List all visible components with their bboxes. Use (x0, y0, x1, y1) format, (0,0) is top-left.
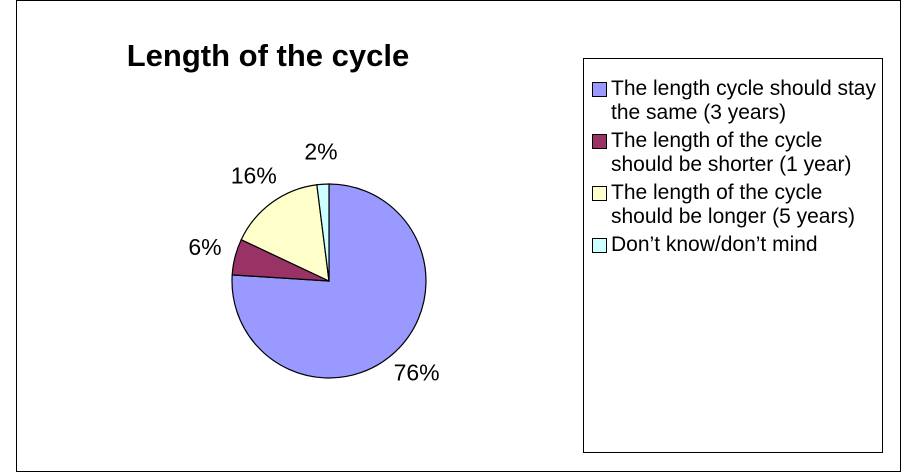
legend-swatch (592, 134, 607, 149)
data-label: 16% (231, 163, 277, 189)
legend-label: The length cycle should stay the same (3… (611, 77, 876, 124)
legend-swatch (592, 238, 607, 253)
chart-frame (16, 0, 901, 472)
legend-swatch (592, 82, 607, 97)
legend-label: Don’t know/don’t mind (611, 233, 818, 256)
data-label: 6% (188, 234, 221, 260)
legend-label: The length of the cycle should be longer… (611, 181, 855, 228)
legend-label: The length of the cycle should be shorte… (611, 129, 852, 176)
pie-slice (316, 183, 330, 282)
legend: The length cycle should stay the same (3… (583, 58, 883, 453)
data-label: 2% (304, 138, 337, 164)
legend-item: Don’t know/don’t mind (592, 233, 876, 257)
legend-swatch (592, 186, 607, 201)
legend-item: The length of the cycle should be shorte… (592, 129, 876, 177)
pie-slice (240, 184, 330, 283)
data-label: 76% (394, 359, 440, 385)
chart-title: Length of the cycle (127, 38, 409, 73)
pie-slice (231, 183, 427, 379)
legend-item: The length cycle should stay the same (3… (592, 77, 876, 125)
legend-item: The length of the cycle should be longer… (592, 181, 876, 229)
